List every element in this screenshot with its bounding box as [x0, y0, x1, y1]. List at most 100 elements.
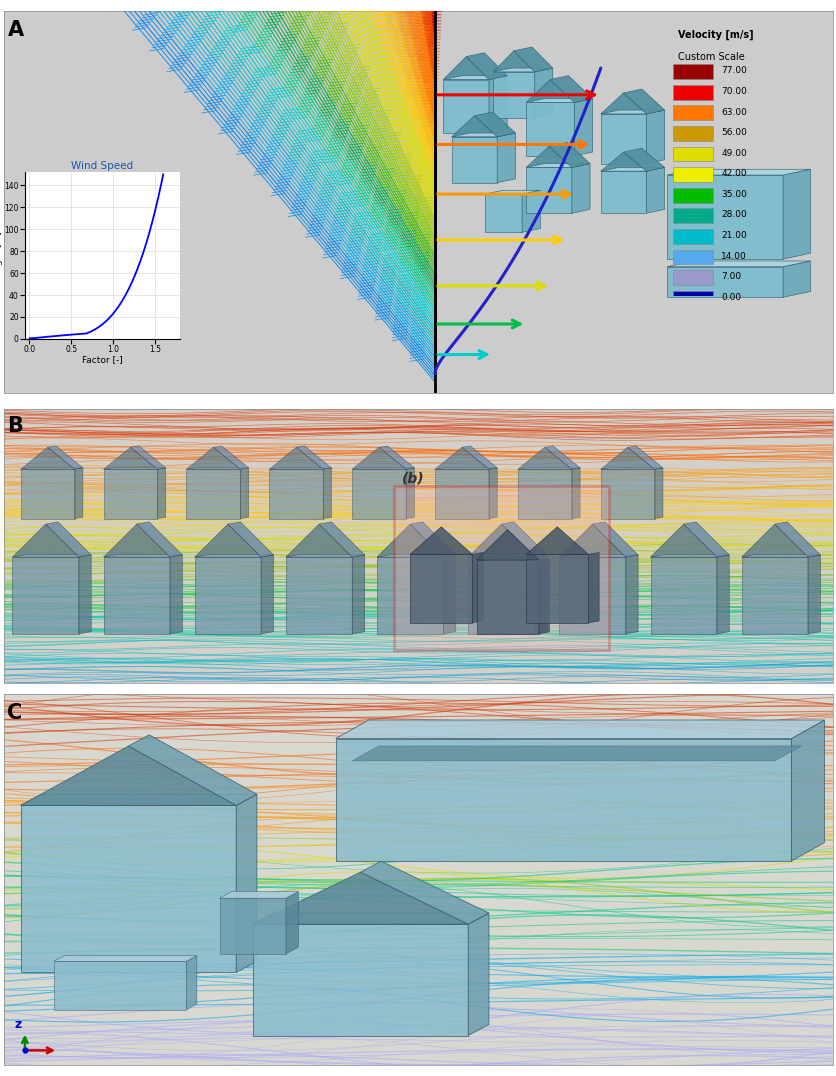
Polygon shape — [571, 164, 589, 213]
Polygon shape — [573, 99, 592, 156]
Bar — [672, 126, 712, 141]
Polygon shape — [600, 448, 654, 469]
Polygon shape — [157, 468, 166, 519]
Polygon shape — [286, 892, 298, 954]
Text: 28.00: 28.00 — [721, 211, 746, 220]
Polygon shape — [104, 468, 166, 469]
Polygon shape — [21, 746, 236, 805]
Polygon shape — [484, 194, 522, 232]
Text: 21.00: 21.00 — [721, 231, 746, 240]
Text: 0.00: 0.00 — [721, 293, 741, 301]
Text: Custom Scale: Custom Scale — [677, 52, 744, 61]
Polygon shape — [335, 720, 823, 738]
Bar — [393, 485, 609, 650]
Polygon shape — [526, 168, 571, 213]
Title: Wind Speed: Wind Speed — [71, 161, 134, 171]
Polygon shape — [627, 445, 662, 469]
Polygon shape — [600, 171, 645, 213]
Polygon shape — [435, 448, 488, 469]
Bar — [672, 85, 712, 100]
Bar — [672, 65, 712, 80]
Polygon shape — [376, 557, 443, 634]
Polygon shape — [286, 524, 352, 557]
Bar — [672, 291, 712, 306]
Bar — [672, 167, 712, 182]
Polygon shape — [666, 175, 782, 259]
Polygon shape — [558, 524, 624, 557]
Polygon shape — [252, 873, 467, 924]
Polygon shape — [472, 552, 482, 623]
Polygon shape — [741, 524, 807, 557]
Polygon shape — [549, 75, 592, 102]
Polygon shape — [104, 448, 157, 469]
Polygon shape — [716, 555, 728, 634]
Polygon shape — [650, 524, 716, 557]
Polygon shape — [104, 524, 170, 557]
Polygon shape — [517, 468, 579, 469]
Polygon shape — [548, 142, 589, 168]
Text: A: A — [8, 20, 23, 40]
Polygon shape — [624, 555, 637, 634]
Bar — [672, 188, 712, 202]
Polygon shape — [451, 137, 497, 183]
Polygon shape — [352, 468, 414, 469]
Polygon shape — [492, 68, 552, 72]
Polygon shape — [79, 555, 91, 634]
Bar — [672, 250, 712, 265]
Polygon shape — [219, 898, 286, 954]
Polygon shape — [186, 468, 248, 469]
Polygon shape — [104, 469, 157, 519]
Polygon shape — [600, 114, 645, 164]
Text: 35.00: 35.00 — [721, 189, 747, 199]
Bar — [672, 229, 712, 244]
Polygon shape — [654, 468, 662, 519]
Polygon shape — [774, 522, 819, 557]
Polygon shape — [538, 557, 548, 634]
Polygon shape — [104, 555, 182, 557]
Polygon shape — [443, 555, 456, 634]
Polygon shape — [219, 892, 298, 898]
Polygon shape — [558, 557, 624, 634]
Polygon shape — [435, 468, 497, 469]
Polygon shape — [269, 468, 331, 469]
Text: 70.00: 70.00 — [721, 87, 747, 96]
Polygon shape — [741, 557, 807, 634]
Polygon shape — [410, 554, 472, 623]
Polygon shape — [319, 522, 364, 557]
Polygon shape — [286, 555, 364, 557]
Bar — [672, 146, 712, 161]
Polygon shape — [497, 133, 515, 183]
Polygon shape — [534, 68, 552, 117]
Polygon shape — [650, 557, 716, 634]
Polygon shape — [807, 555, 819, 634]
Polygon shape — [21, 794, 257, 805]
Polygon shape — [21, 805, 236, 973]
Text: 63.00: 63.00 — [721, 108, 747, 116]
Polygon shape — [592, 522, 637, 557]
Text: 56.00: 56.00 — [721, 128, 747, 137]
Polygon shape — [323, 468, 331, 519]
Polygon shape — [286, 557, 352, 634]
Polygon shape — [600, 110, 664, 114]
Bar — [672, 270, 712, 285]
Polygon shape — [782, 261, 809, 297]
Polygon shape — [666, 169, 809, 175]
Polygon shape — [526, 102, 573, 156]
Polygon shape — [104, 557, 170, 634]
Polygon shape — [195, 524, 261, 557]
Polygon shape — [352, 469, 405, 519]
Polygon shape — [623, 89, 664, 114]
Text: 49.00: 49.00 — [721, 148, 746, 158]
Polygon shape — [136, 522, 182, 557]
Polygon shape — [571, 468, 579, 519]
Polygon shape — [376, 555, 456, 557]
Bar — [672, 105, 712, 121]
Text: B: B — [8, 415, 23, 436]
Polygon shape — [588, 552, 599, 623]
Polygon shape — [526, 146, 571, 168]
Polygon shape — [476, 529, 538, 560]
Polygon shape — [13, 557, 79, 634]
Polygon shape — [451, 133, 515, 137]
Polygon shape — [488, 468, 497, 519]
Text: 77.00: 77.00 — [721, 67, 747, 75]
